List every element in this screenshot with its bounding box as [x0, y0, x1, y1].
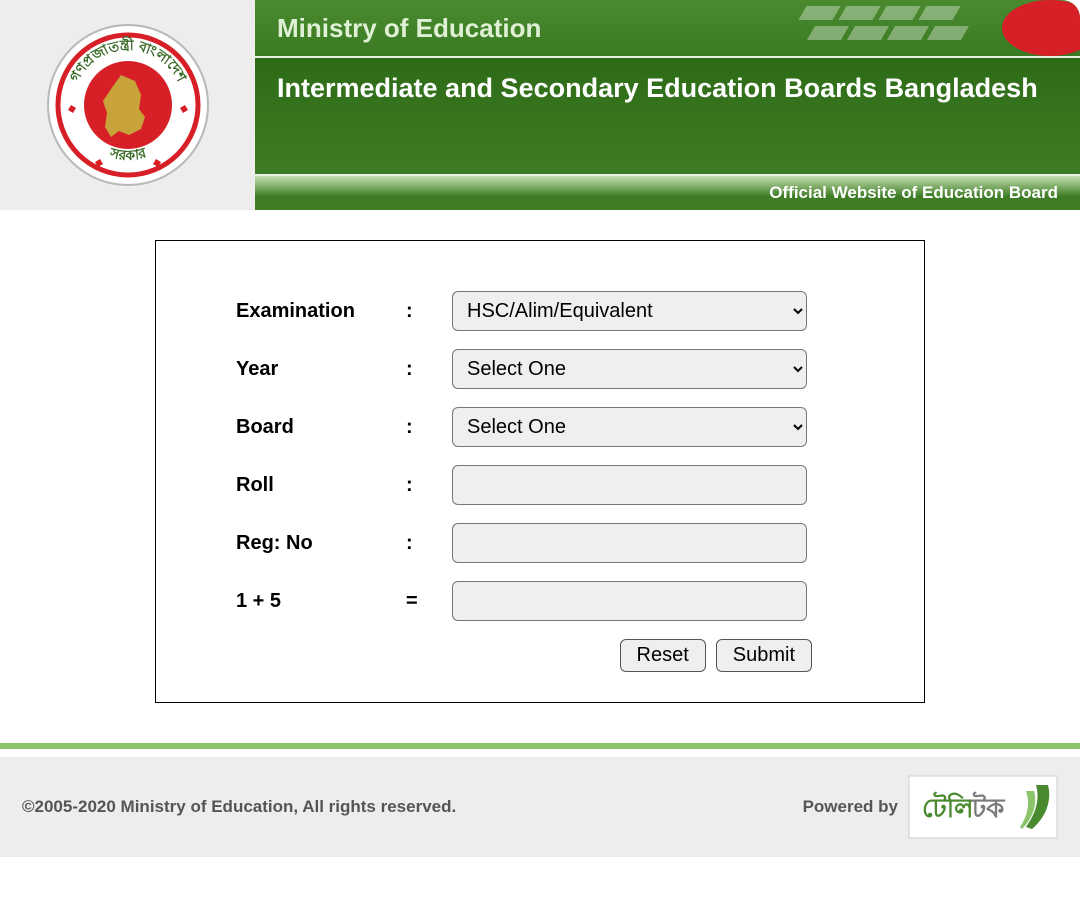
- form-area: Examination : HSC/Alim/Equivalent Year :…: [0, 210, 1080, 743]
- header-subtitle: Official Website of Education Board: [255, 176, 1080, 210]
- row-roll: Roll :: [236, 465, 864, 505]
- button-row: Reset Submit: [236, 639, 864, 672]
- row-board: Board : Select One: [236, 407, 864, 447]
- ministry-label: Ministry of Education: [277, 13, 541, 44]
- submit-button[interactable]: Submit: [716, 639, 812, 672]
- header-decor-icon: [680, 0, 1080, 56]
- captcha-input[interactable]: [452, 581, 807, 621]
- label-roll: Roll: [236, 474, 406, 497]
- label-board: Board: [236, 416, 406, 439]
- regno-input[interactable]: [452, 523, 807, 563]
- sep: :: [406, 474, 452, 497]
- header: গণপ্রজাতন্ত্রী বাংলাদেশ সরকার Ministry o…: [0, 0, 1080, 210]
- row-year: Year : Select One: [236, 349, 864, 389]
- label-year: Year: [236, 358, 406, 381]
- govt-seal-icon: গণপ্রজাতন্ত্রী বাংলাদেশ সরকার: [43, 20, 213, 190]
- logo-panel: গণপ্রজাতন্ত্রী বাংলাদেশ সরকার: [0, 0, 255, 210]
- footer-right: Powered by টেলি টক: [803, 775, 1058, 839]
- year-select[interactable]: Select One: [452, 349, 807, 389]
- examination-select[interactable]: HSC/Alim/Equivalent: [452, 291, 807, 331]
- sep: =: [406, 590, 452, 613]
- row-examination: Examination : HSC/Alim/Equivalent: [236, 291, 864, 331]
- header-top-bar: Ministry of Education: [255, 0, 1080, 56]
- header-title: Intermediate and Secondary Education Boa…: [255, 56, 1080, 176]
- page: গণপ্রজাতন্ত্রী বাংলাদেশ সরকার Ministry o…: [0, 0, 1080, 857]
- board-select[interactable]: Select One: [452, 407, 807, 447]
- row-captcha: 1 + 5 =: [236, 581, 864, 621]
- sep: :: [406, 532, 452, 555]
- label-examination: Examination: [236, 300, 406, 323]
- sep: :: [406, 358, 452, 381]
- sep: :: [406, 416, 452, 439]
- svg-text:টক: টক: [971, 791, 1005, 823]
- subtitle-text: Official Website of Education Board: [769, 183, 1058, 203]
- powered-by-label: Powered by: [803, 797, 898, 817]
- label-captcha: 1 + 5: [236, 590, 406, 613]
- header-right: Ministry of Education: [255, 0, 1080, 210]
- form-card: Examination : HSC/Alim/Equivalent Year :…: [155, 240, 925, 703]
- label-regno: Reg: No: [236, 532, 406, 555]
- svg-text:টেলি: টেলি: [922, 791, 975, 823]
- teletalk-logo-icon: টেলি টক: [908, 775, 1058, 839]
- footer: ©2005-2020 Ministry of Education, All ri…: [0, 757, 1080, 857]
- sep: :: [406, 300, 452, 323]
- row-regno: Reg: No :: [236, 523, 864, 563]
- roll-input[interactable]: [452, 465, 807, 505]
- reset-button[interactable]: Reset: [620, 639, 706, 672]
- copyright-text: ©2005-2020 Ministry of Education, All ri…: [22, 797, 456, 817]
- footer-divider: [0, 743, 1080, 749]
